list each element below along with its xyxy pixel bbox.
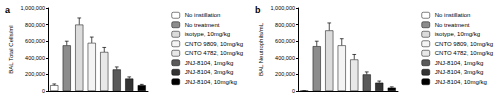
svg-text:400,000: 400,000 — [25, 55, 45, 61]
svg-text:No instillation: No instillation — [185, 12, 221, 18]
svg-text:isotype, 10mg/kg: isotype, 10mg/kg — [435, 31, 480, 37]
svg-text:JNJ-8104, 10mg/kg: JNJ-8104, 10mg/kg — [435, 79, 487, 85]
svg-text:BAL Total Cells/ml: BAL Total Cells/ml — [8, 25, 14, 73]
svg-text:600,000: 600,000 — [25, 38, 45, 44]
svg-text:0: 0 — [292, 88, 295, 94]
svg-text:800,000: 800,000 — [25, 22, 45, 28]
svg-text:CNTO 4782, 10mg/kg: CNTO 4782, 10mg/kg — [435, 50, 493, 56]
svg-text:isotype, 10mg/kg: isotype, 10mg/kg — [185, 31, 230, 37]
svg-text:CNTO 9809, 10mg/kg: CNTO 9809, 10mg/kg — [185, 41, 243, 47]
svg-text:b: b — [255, 5, 261, 15]
svg-text:0: 0 — [42, 88, 45, 94]
svg-text:1,000,000: 1,000,000 — [21, 5, 45, 11]
svg-text:JNJ-8104, 3mg/kg: JNJ-8104, 3mg/kg — [185, 69, 234, 75]
svg-text:CNTO 9809, 10mg/kg: CNTO 9809, 10mg/kg — [435, 41, 493, 47]
svg-text:200,000: 200,000 — [275, 71, 295, 77]
svg-text:JNJ-8104, 1mg/kg: JNJ-8104, 1mg/kg — [435, 60, 484, 66]
svg-text:JNJ-8104, 1mg/kg: JNJ-8104, 1mg/kg — [185, 60, 234, 66]
svg-text:200,000: 200,000 — [25, 71, 45, 77]
svg-text:No treatment: No treatment — [435, 22, 470, 28]
svg-text:a: a — [5, 5, 11, 15]
svg-text:No treatment: No treatment — [185, 22, 220, 28]
svg-text:BAL Neutrophils/mL: BAL Neutrophils/mL — [258, 22, 264, 76]
svg-text:800,000: 800,000 — [275, 22, 295, 28]
svg-text:400,000: 400,000 — [275, 55, 295, 61]
svg-text:JNJ-8104, 10mg/kg: JNJ-8104, 10mg/kg — [185, 79, 237, 85]
svg-text:CNTO 4782, 10mg/kg: CNTO 4782, 10mg/kg — [185, 50, 243, 56]
svg-text:600,000: 600,000 — [275, 38, 295, 44]
svg-text:JNJ-8104, 3mg/kg: JNJ-8104, 3mg/kg — [435, 69, 484, 75]
svg-text:No instillation: No instillation — [435, 12, 471, 18]
svg-text:1,000,000: 1,000,000 — [271, 5, 295, 11]
